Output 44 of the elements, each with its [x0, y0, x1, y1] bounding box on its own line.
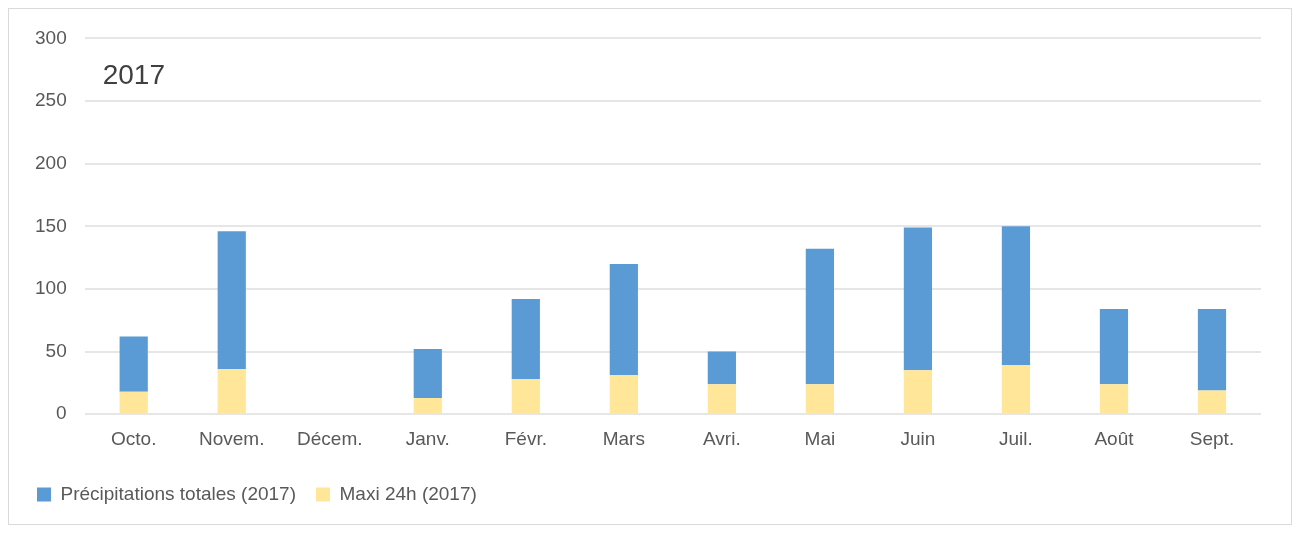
bar [707, 351, 736, 385]
bar [413, 397, 442, 414]
x-tick-label: Août [1094, 427, 1135, 449]
y-tick-label: 150 [35, 214, 67, 236]
legend-label: Maxi 24h (2017) [339, 482, 477, 504]
x-tick-label: Sept. [1189, 427, 1235, 449]
x-tick-label: Mars [602, 427, 645, 449]
y-tick-label: 50 [45, 339, 67, 361]
bar [1099, 308, 1129, 385]
bar [903, 370, 933, 414]
bar [413, 349, 442, 398]
legend-label: Précipitations totales (2017) [60, 482, 297, 504]
bar [1197, 308, 1227, 391]
bar [511, 379, 540, 414]
bar [119, 391, 148, 414]
bar [609, 375, 638, 414]
x-tick-label: Octo. [111, 427, 157, 449]
bar [1197, 390, 1227, 414]
y-tick-label: 250 [35, 89, 67, 111]
y-tick-label: 300 [35, 26, 67, 48]
bar [511, 298, 540, 380]
bar [903, 227, 933, 371]
bar [609, 263, 638, 376]
x-tick-label: Juil. [999, 427, 1033, 449]
x-tick-label: Févr. [504, 427, 547, 449]
x-tick-label: Juin [900, 427, 936, 449]
x-tick-label: Mai [804, 427, 836, 449]
x-tick-label: Décem. [297, 427, 363, 449]
bar [1001, 365, 1031, 414]
x-tick-label: Avri. [703, 427, 741, 449]
bar [805, 248, 834, 385]
y-tick-label: 100 [35, 277, 67, 299]
y-tick-label: 200 [35, 151, 67, 173]
x-tick-label: Janv. [405, 427, 450, 449]
y-tick-label: 0 [56, 402, 67, 424]
x-tick-label: Novem. [199, 427, 265, 449]
text: 2017 [102, 59, 165, 91]
bar [217, 231, 246, 370]
bar [1001, 226, 1031, 366]
bar [707, 384, 736, 414]
bar [1099, 384, 1129, 414]
bar [119, 336, 148, 392]
bar [217, 369, 246, 414]
bar [805, 384, 834, 414]
